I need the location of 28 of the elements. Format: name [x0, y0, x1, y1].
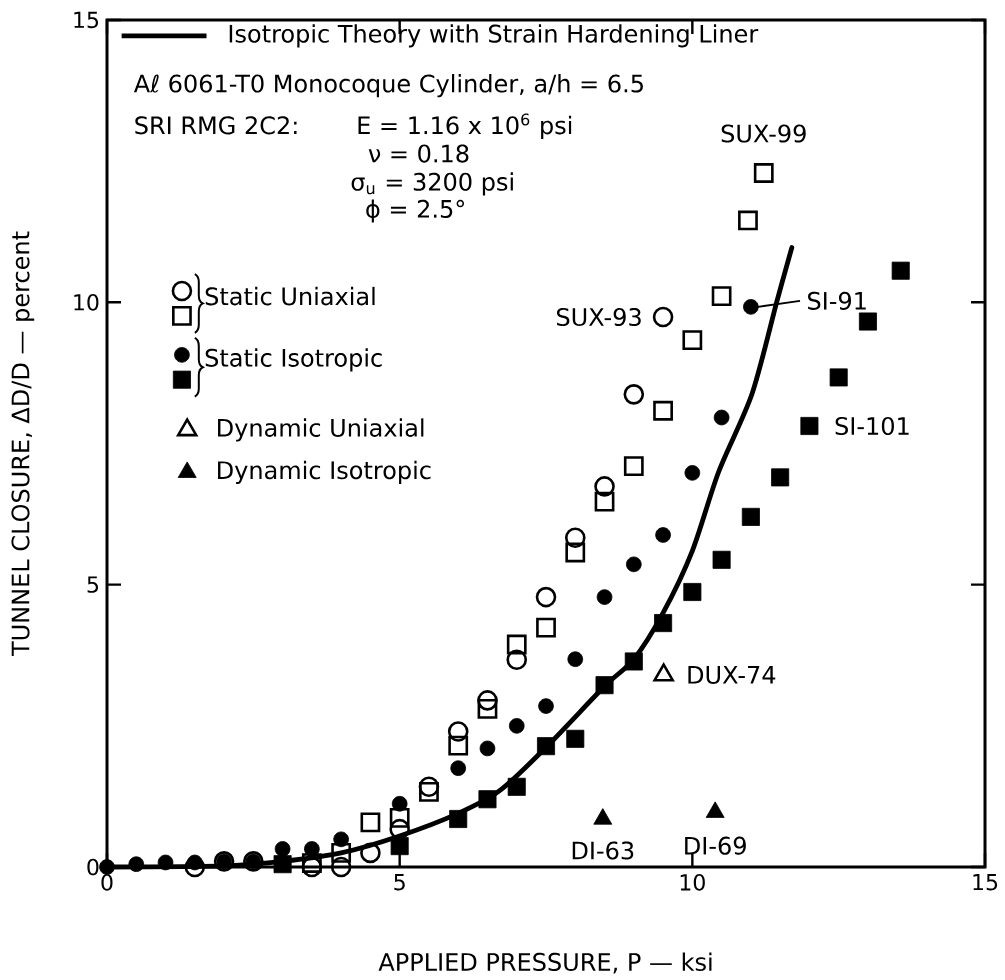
y-tick-label: 0: [87, 858, 99, 876]
annotation: DUX-74: [688, 666, 776, 684]
x-axis-title: APPLIED PRESSURE, P — ksi: [378, 952, 712, 974]
x-tick-label: 15: [973, 874, 998, 891]
annotation: DI-63: [572, 841, 634, 860]
annotation: ϕ = 2.5°: [366, 199, 465, 223]
legend-label: Isotropic Theory with Strain Hardening Liner: [229, 24, 759, 48]
y-tick-label: 5: [87, 576, 99, 593]
legend-label: Static Isotropic: [205, 348, 382, 372]
annotation: ν = 0.18: [368, 144, 469, 163]
y-axis-title: TUNNEL CLOSURE, ΔD/D — percent: [11, 231, 35, 657]
annotation: SI-91: [808, 291, 866, 310]
y-tick-label: 10: [74, 294, 99, 311]
x-tick-label: 10: [680, 874, 705, 891]
legend-label: Static Uniaxial: [205, 286, 375, 306]
annotation: SUX-93: [557, 307, 641, 327]
annotation: E = 1.16 x 10$^{6}$ psi: [358, 113, 572, 140]
y-tick-label: 15: [74, 11, 99, 29]
annotation: Aℓ 6061-T0 Monocoque Cylinder, a/h = 6.5: [133, 74, 643, 98]
annotation: SUX-99: [721, 124, 806, 143]
x-tick-label: 5: [394, 874, 405, 891]
annotation: DI-69: [685, 836, 746, 855]
x-tick-label: 0: [101, 874, 113, 891]
legend-label: Dynamic Uniaxial: [218, 418, 424, 442]
annotation: σ$_{u}$ = 3200 psi: [351, 172, 513, 196]
legend-label: Dynamic Isotropic: [218, 460, 431, 484]
annotation: SI-101: [835, 416, 909, 436]
annotation: SRI RMG 2C2:: [135, 116, 297, 135]
